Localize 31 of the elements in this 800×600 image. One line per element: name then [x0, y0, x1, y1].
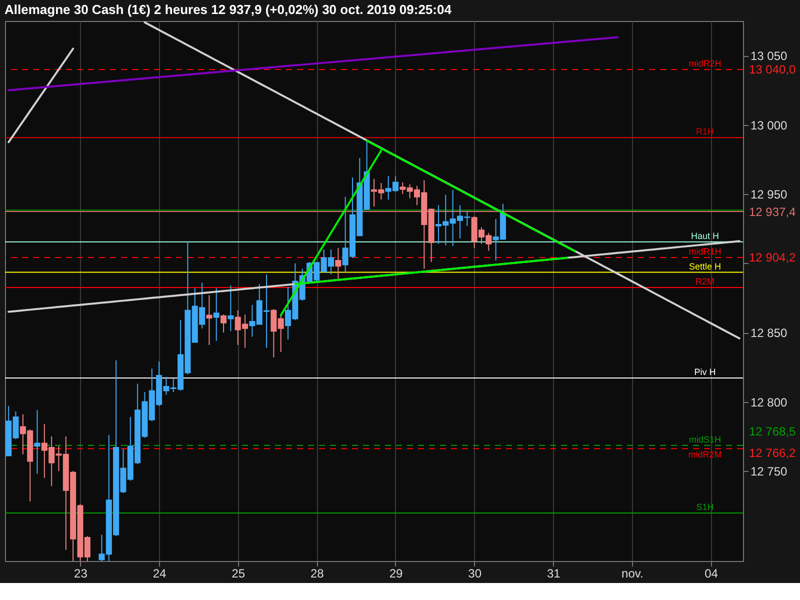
- y-tick-label: 12 950: [750, 188, 788, 202]
- x-tick-label: 30: [468, 566, 482, 580]
- y-tick-label: 12 800: [750, 395, 788, 410]
- ref-line-label: midS1H: [688, 434, 722, 444]
- chart-title: Allemagne 30 Cash (1€) 2 heures 12 937,9 (+0,02%) 30 oct. 2019 09:25:04: [4, 2, 452, 17]
- y-tick-label: 12 750: [750, 464, 788, 478]
- x-tick-label: 23: [74, 566, 88, 580]
- ref-line-label: Haut H: [690, 230, 720, 241]
- x-tick-label: 29: [389, 566, 403, 580]
- y-tick-label: 13 050: [750, 49, 788, 64]
- text: 12 766,2: [749, 446, 796, 460]
- y-tick-label: 13 000: [750, 118, 788, 132]
- ref-line-label: midR2H: [688, 58, 722, 68]
- text: 12 937,4: [749, 204, 796, 219]
- text: 13 040,0: [749, 62, 796, 76]
- x-tick-label: nov.: [622, 566, 644, 580]
- ref-line-label: R1H: [696, 126, 714, 137]
- ref-line-label: R2M: [695, 276, 715, 287]
- text: 12 904,2: [749, 250, 796, 264]
- ref-line-label: Settle H: [688, 261, 722, 272]
- y-tick-label: 12 850: [750, 326, 788, 340]
- ref-line-label: midR2M: [688, 450, 722, 460]
- ref-line-label: Piv H: [694, 366, 716, 377]
- x-tick-label: 31: [546, 566, 561, 580]
- ref-line-label: midR1H: [688, 246, 722, 256]
- x-tick-label: 28: [310, 566, 324, 580]
- x-tick-label: 25: [232, 566, 246, 580]
- x-tick-label: 24: [152, 566, 167, 580]
- text: 12 768,5: [749, 424, 796, 439]
- ref-line-label: S1H: [696, 502, 714, 512]
- x-tick-label: 04: [704, 566, 718, 580]
